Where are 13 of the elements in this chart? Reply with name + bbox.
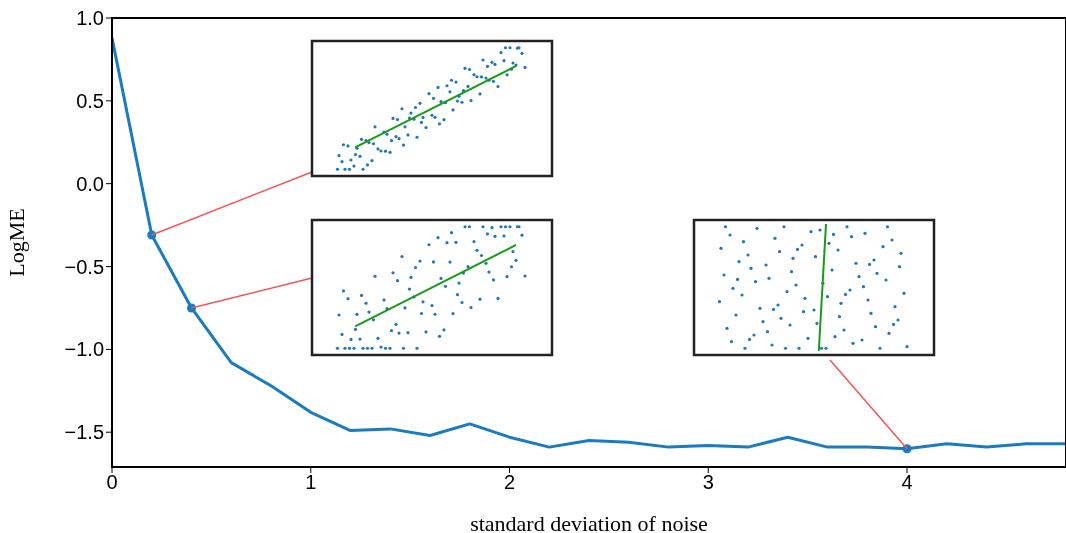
x-tick-label: 0 <box>106 471 118 494</box>
y-axis-title: LogME <box>3 208 29 277</box>
x-tick-label: 3 <box>702 471 714 494</box>
y-tick-label: −1.0 <box>64 338 104 361</box>
x-tick-label: 2 <box>503 471 516 494</box>
y-tick-label: −1.5 <box>64 421 104 444</box>
y-tick-label: 0.5 <box>76 89 104 112</box>
x-tick-label: 1 <box>305 471 317 494</box>
y-tick-label: 0.0 <box>76 172 104 195</box>
x-tick-label: 4 <box>901 471 913 494</box>
y-tick-label: −0.5 <box>64 255 104 278</box>
x-axis-title: standard deviation of noise <box>470 511 708 533</box>
y-tick-label: 1.0 <box>76 7 104 30</box>
